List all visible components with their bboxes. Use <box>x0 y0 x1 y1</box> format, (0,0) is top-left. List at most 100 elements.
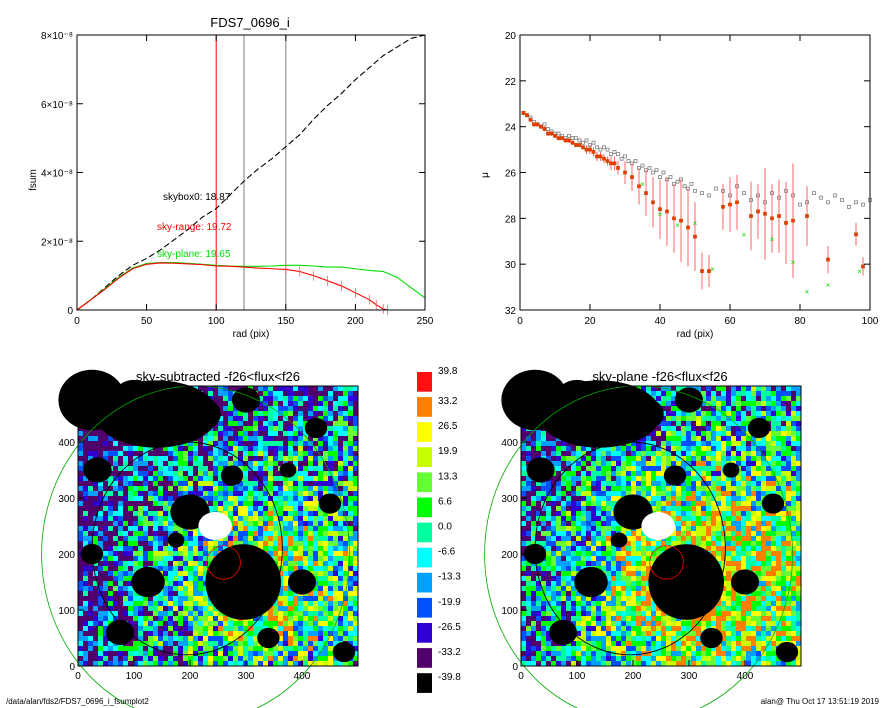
heatmap-cell <box>666 451 672 457</box>
heatmap-cell <box>696 431 702 437</box>
heatmap-cell <box>701 406 707 412</box>
heatmap-cell <box>148 656 154 662</box>
heatmap-cell <box>313 536 319 542</box>
heatmap-cell <box>526 436 532 442</box>
heatmap-cell <box>128 611 134 617</box>
mu-point-green: × <box>710 265 715 274</box>
heatmap-cell <box>173 656 179 662</box>
heatmap-cell <box>118 616 124 622</box>
heatmap-cell <box>253 481 259 487</box>
heatmap-cell <box>283 561 289 567</box>
heatmap-cell <box>283 476 289 482</box>
heatmap-cell <box>716 511 722 517</box>
mu-point-red <box>756 209 760 214</box>
heatmap-cell <box>153 511 159 517</box>
heatmap-cell <box>188 451 194 457</box>
heatmap-cell <box>133 656 139 662</box>
heatmap-cell <box>666 391 672 397</box>
heatmap-cell <box>203 471 209 477</box>
heatmap-cell <box>298 391 304 397</box>
heatmap-cell <box>686 471 692 477</box>
heatmap-cell <box>333 586 339 592</box>
heatmap-cell <box>288 391 294 397</box>
heatmap-cell <box>83 486 89 492</box>
heatmap-cell <box>248 626 254 632</box>
mu-point-gray <box>581 140 585 145</box>
heatmap-cell <box>258 521 264 527</box>
heatmap-cell <box>531 436 537 442</box>
heatmap-cell <box>721 451 727 457</box>
heatmap-cell <box>203 611 209 617</box>
heatmap-cell <box>268 511 274 517</box>
heatmap-cell <box>218 471 224 477</box>
colorbar-label: -19.9 <box>438 597 461 608</box>
mu-point-gray <box>647 166 652 170</box>
heatmap-cell <box>198 586 204 592</box>
heatmap-cell <box>163 591 169 597</box>
heatmap-cell <box>318 461 324 467</box>
heatmap-cell <box>776 391 782 397</box>
heatmap-cell <box>776 386 782 392</box>
heatmap-cell <box>238 631 244 637</box>
heatmap-cell <box>218 501 224 507</box>
heatmap-cell <box>521 441 527 447</box>
heatmap-cell <box>318 476 324 482</box>
heatmap-cell <box>756 501 762 507</box>
heatmap-cell <box>661 476 667 482</box>
heatmap-cell <box>273 396 279 402</box>
heatmap-cell <box>666 461 672 467</box>
heatmap-cell <box>208 651 214 657</box>
heatmap-cell <box>313 391 319 397</box>
heatmap-cell <box>621 476 627 482</box>
heatmap-cell <box>591 506 597 512</box>
heatmap-cell <box>183 621 189 627</box>
heatmap-cell <box>288 411 294 417</box>
heatmap-cell <box>746 391 752 397</box>
heatmap-cell <box>138 446 144 452</box>
heatmap-cell <box>288 561 294 567</box>
heatmap-cell <box>78 581 84 587</box>
heatmap-cell <box>133 511 139 517</box>
heatmap-cell <box>781 456 787 462</box>
heatmap-cell <box>228 391 234 397</box>
heatmap-cell <box>641 471 647 477</box>
heatmap-cell <box>258 501 264 507</box>
heatmap-cell <box>233 646 239 652</box>
heatmap-cell <box>641 441 647 447</box>
heatmap-cell <box>128 511 134 517</box>
heatmap-cell <box>118 466 124 472</box>
heatmap-cell <box>701 491 707 497</box>
heatmap-cell <box>551 511 557 517</box>
heatmap-cell <box>348 426 354 432</box>
heatmap-cell <box>751 486 757 492</box>
heatmap-cell <box>98 651 104 657</box>
heatmap-cell <box>148 626 154 632</box>
heatmap-cell <box>343 601 349 607</box>
heatmap-cell <box>228 531 234 537</box>
heatmap-cell <box>293 391 299 397</box>
heatmap-cell <box>103 441 109 447</box>
heatmap-cell <box>263 611 269 617</box>
heatmap-cell <box>736 401 742 407</box>
heatmap-cell <box>88 621 94 627</box>
heatmap-cell <box>168 571 174 577</box>
heatmap-cell <box>298 506 304 512</box>
heatmap-cell <box>148 461 154 467</box>
heatmap-cell <box>93 621 99 627</box>
heatmap-cell <box>248 431 254 437</box>
heatmap-cell <box>138 641 144 647</box>
mu-point-red <box>791 218 795 223</box>
heatmap-cell <box>228 636 234 642</box>
heatmap-cell <box>223 386 229 392</box>
heatmap-cell <box>108 456 114 462</box>
heatmap-cell <box>283 506 289 512</box>
heatmap-cell <box>253 496 259 502</box>
heatmap-cell <box>338 511 344 517</box>
heatmap-cell <box>771 461 777 467</box>
heatmap-cell <box>213 656 219 662</box>
heatmap-cell <box>751 461 757 467</box>
heatmap-cell <box>243 466 249 472</box>
heatmap-cell <box>531 431 537 437</box>
heatmap-cell <box>198 636 204 642</box>
